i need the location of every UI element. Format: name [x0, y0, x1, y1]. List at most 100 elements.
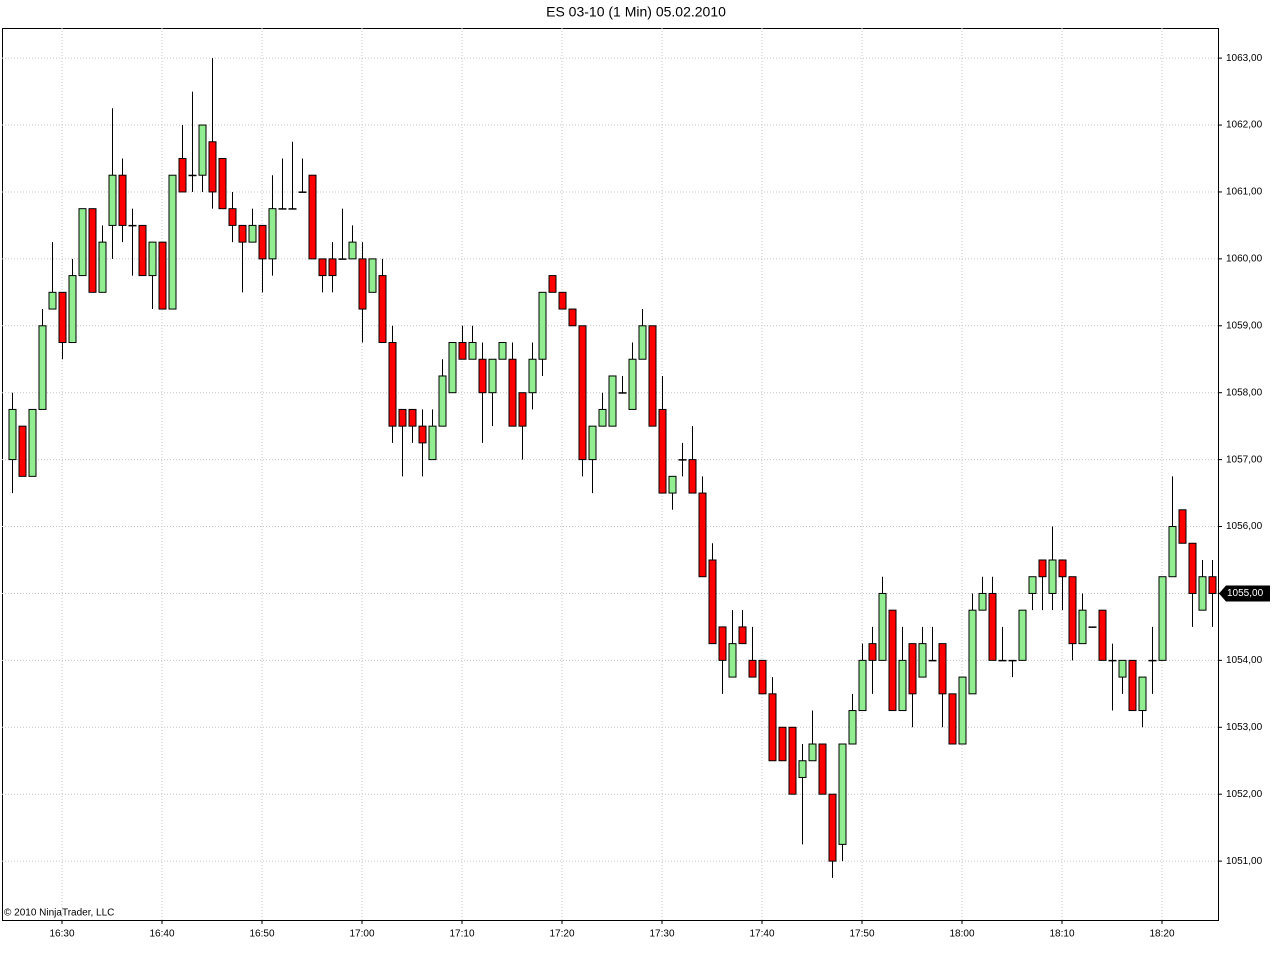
candle-body: [928, 659, 937, 662]
candle-body: [458, 342, 467, 360]
candle-body: [778, 726, 787, 762]
candle-body: [238, 224, 247, 243]
candle-body: [28, 408, 37, 477]
candle-body: [1168, 526, 1177, 578]
candle-body: [788, 726, 797, 795]
candle-body: [268, 208, 277, 260]
candle-body: [378, 275, 387, 344]
candle-body: [228, 208, 237, 226]
candle-body: [988, 592, 997, 661]
candle-body: [118, 174, 127, 226]
y-tick-label: 1058,00: [1226, 387, 1263, 398]
candle-body: [538, 291, 547, 360]
candle-body: [748, 659, 757, 678]
candle-body: [408, 408, 417, 427]
candle-body: [18, 425, 27, 477]
x-tick-label: 17:20: [549, 929, 574, 940]
candle-body: [478, 358, 487, 394]
y-tick-label: 1052,00: [1226, 789, 1263, 800]
candle-body: [178, 157, 187, 193]
candle-body: [738, 626, 747, 645]
candle-body: [1178, 509, 1187, 544]
candle-body: [1198, 576, 1207, 611]
candle-body: [838, 743, 847, 845]
y-tick-label: 1060,00: [1226, 254, 1263, 265]
candle-body: [1088, 626, 1097, 628]
candle-body: [328, 258, 337, 277]
last-price-label: 1055,00: [1227, 588, 1264, 599]
candle-body: [628, 358, 637, 410]
candle-body: [248, 224, 257, 243]
candle-body: [498, 342, 507, 360]
y-tick-label: 1051,00: [1226, 856, 1263, 867]
candle-body: [418, 425, 427, 444]
candle-body: [938, 643, 947, 695]
candle-body: [638, 325, 647, 360]
candle-body: [718, 626, 727, 661]
candle-body: [398, 408, 407, 427]
candle-body: [1108, 659, 1117, 662]
candle-body: [1068, 576, 1077, 645]
y-tick-label: 1053,00: [1226, 722, 1263, 733]
x-tick-label: 17:30: [649, 929, 674, 940]
candle-body: [758, 659, 767, 695]
candle-body: [818, 743, 827, 795]
candle-body: [668, 475, 677, 494]
y-tick-label: 1054,00: [1226, 655, 1263, 666]
candle-body: [468, 342, 477, 360]
y-tick-label: 1059,00: [1226, 320, 1263, 331]
candle-body: [868, 643, 877, 661]
x-tick-label: 18:00: [949, 929, 974, 940]
x-tick-label: 17:50: [849, 929, 874, 940]
candle-body: [688, 459, 697, 494]
candle-body: [48, 291, 57, 310]
candle-body: [1098, 609, 1107, 661]
candle-body: [1008, 659, 1017, 662]
candle-body: [1188, 542, 1197, 594]
candle-body: [128, 224, 137, 227]
x-tick-label: 16:40: [149, 929, 174, 940]
candle-body: [158, 241, 167, 310]
candle-body: [578, 325, 587, 461]
candle-body: [888, 609, 897, 712]
candle-body: [518, 392, 527, 427]
candle-body: [208, 141, 217, 193]
candle-body: [878, 592, 887, 661]
candle-body: [348, 241, 357, 260]
candle-body: [948, 693, 957, 745]
candle-body: [858, 659, 867, 712]
y-tick-label: 1062,00: [1226, 120, 1263, 131]
candle-body: [698, 492, 707, 578]
x-tick-label: 16:50: [249, 929, 274, 940]
candle-body: [1128, 659, 1137, 712]
candle-body: [38, 325, 47, 410]
candle-body: [488, 358, 497, 394]
candle-body: [1118, 659, 1127, 678]
candle-body: [958, 676, 967, 745]
candle-body: [68, 275, 77, 344]
candle-body: [258, 224, 267, 260]
candle-body: [1138, 676, 1147, 712]
candle-body: [918, 643, 927, 678]
candle-body: [1078, 609, 1087, 645]
candle-body: [1028, 576, 1037, 594]
candle-body: [978, 592, 987, 611]
x-tick-label: 18:20: [1149, 929, 1174, 940]
candle-body: [1058, 559, 1067, 578]
candle-body: [168, 174, 177, 310]
candle-body: [308, 174, 317, 260]
candle-body: [648, 325, 657, 427]
copyright: © 2010 NinjaTrader, LLC: [4, 908, 114, 919]
candle-body: [198, 124, 207, 176]
candle-body: [8, 408, 17, 461]
candle-body: [588, 425, 597, 461]
candle-body: [58, 291, 67, 344]
candle-body: [678, 459, 687, 461]
candle-body: [78, 208, 87, 277]
candle-body: [828, 793, 837, 862]
candle-body: [508, 358, 517, 427]
candle-body: [898, 659, 907, 712]
candle-body: [528, 358, 537, 394]
x-tick-label: 16:30: [49, 929, 74, 940]
